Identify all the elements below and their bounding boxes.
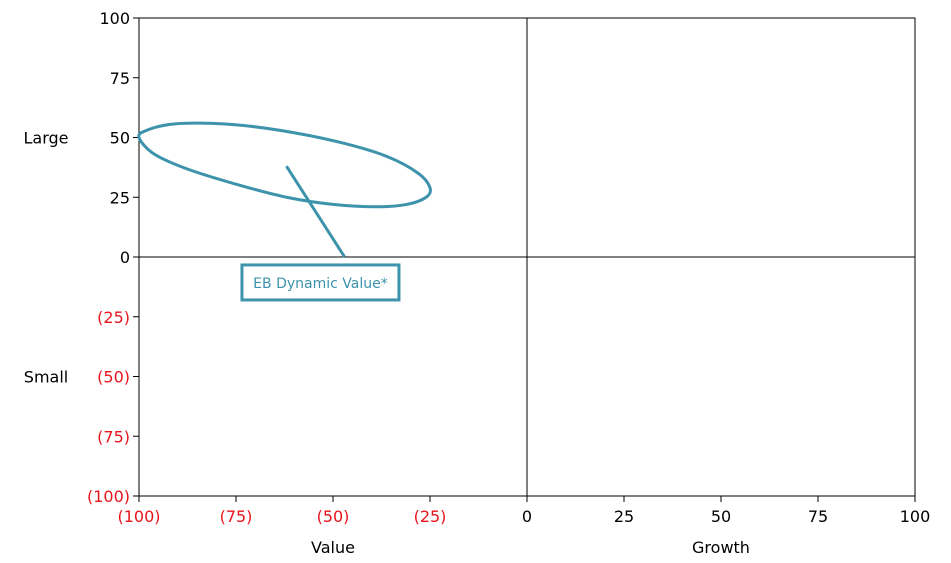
category-labels: Value Growth Large Small	[23, 129, 749, 558]
x-tick-label: 25	[614, 507, 634, 526]
x-tick-label: 0	[522, 507, 532, 526]
x-tick-label: (50)	[317, 507, 350, 526]
ellipse-outline	[137, 121, 432, 209]
y-tick-label: 50	[110, 129, 130, 148]
ellipse-layer	[137, 121, 432, 209]
y-category-label: Large	[23, 129, 68, 148]
x-tick-label: 50	[711, 507, 731, 526]
x-tick-label: 75	[808, 507, 828, 526]
annotation-layer: EB Dynamic Value*	[240, 165, 401, 302]
x-tick-label: (25)	[414, 507, 447, 526]
y-tick-label: 75	[110, 69, 130, 88]
x-tick-label: (100)	[117, 507, 160, 526]
y-tick-label: 0	[120, 248, 130, 267]
y-tick-label: 25	[110, 188, 130, 207]
y-axis: 100 75 50 25 0 (25) (50) (75) (100)	[87, 9, 139, 506]
x-tick-label: (75)	[220, 507, 253, 526]
x-tick-label: 100	[900, 507, 931, 526]
zero-lines	[139, 18, 915, 496]
annotation-label: EB Dynamic Value*	[253, 276, 388, 292]
y-category-label: Small	[24, 368, 68, 387]
x-category-label: Growth	[692, 538, 750, 557]
annotation-pointer	[285, 165, 346, 258]
x-axis: (100) (75) (50) (25) 0 25 50 75 100	[117, 496, 930, 526]
x-category-label: Value	[311, 538, 355, 557]
y-tick-label: (75)	[97, 427, 130, 446]
y-tick-label: (25)	[97, 308, 130, 327]
y-tick-label: (50)	[97, 368, 130, 387]
annotation-box	[240, 263, 401, 302]
y-tick-label: (100)	[87, 487, 130, 506]
y-tick-label: 100	[99, 9, 130, 28]
